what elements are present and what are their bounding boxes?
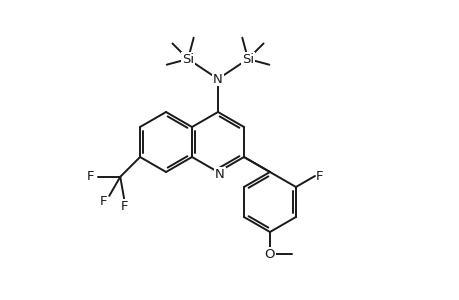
Text: F: F <box>99 195 107 208</box>
Text: N: N <box>213 73 223 85</box>
Text: O: O <box>264 248 274 260</box>
Text: F: F <box>86 170 94 183</box>
Text: F: F <box>120 200 128 213</box>
Text: Si: Si <box>182 52 194 65</box>
Text: N: N <box>215 167 224 181</box>
Text: F: F <box>315 169 323 182</box>
Text: Si: Si <box>241 52 253 65</box>
